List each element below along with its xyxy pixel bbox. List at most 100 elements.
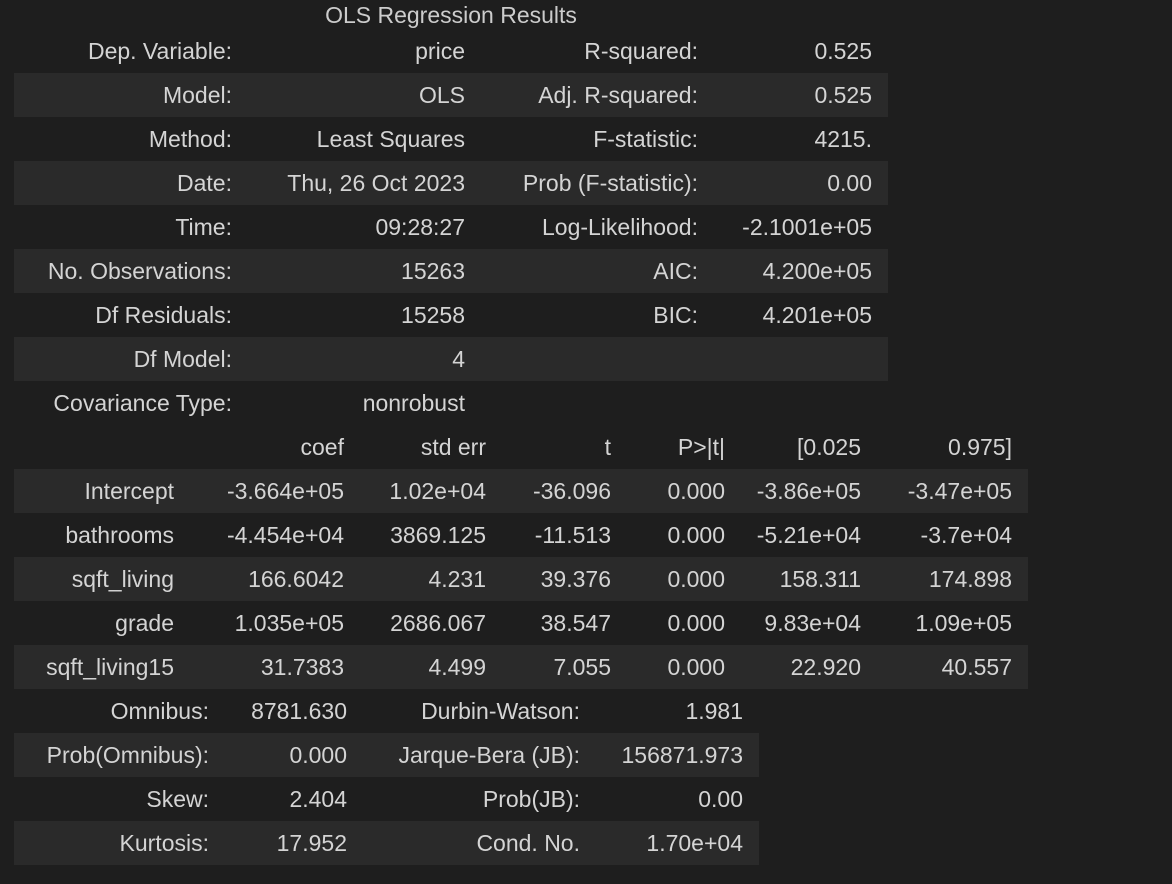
diagnostics-value: 0.000 <box>289 741 347 768</box>
diagnostics-label: Cond. No. <box>476 829 580 856</box>
diagnostics-row: Omnibus: 8781.630 Durbin-Watson: 1.981 <box>14 689 759 733</box>
coef-value: -4.454e+04 <box>226 521 344 548</box>
summary-value: Least Squares <box>316 125 465 152</box>
coef-variable-name: sqft_living <box>71 565 174 592</box>
summary-label: Date: <box>177 169 232 196</box>
diagnostics-value: 156871.973 <box>621 741 743 768</box>
summary-row: Dep. Variable: price R-squared: 0.525 <box>14 29 888 73</box>
coef-column-header: [0.025 <box>797 433 861 460</box>
summary-label: Time: <box>175 213 232 240</box>
coef-value: 1.035e+05 <box>234 609 344 636</box>
summary-value: price <box>415 37 465 64</box>
diagnostics-value: 1.981 <box>685 697 743 724</box>
summary-label: Log-Likelihood: <box>541 213 698 240</box>
diagnostics-label: Durbin-Watson: <box>421 697 580 724</box>
summary-row: Covariance Type: nonrobust <box>14 381 888 425</box>
summary-value <box>714 381 888 425</box>
summary-value: 0.525 <box>814 37 872 64</box>
diagnostics-row: Prob(Omnibus): 0.000 Jarque-Bera (JB): 1568… <box>14 733 759 777</box>
coef-value: -11.513 <box>534 521 611 548</box>
coef-value: 0.000 <box>667 521 725 548</box>
coef-value: -5.21e+04 <box>756 521 861 548</box>
summary-value: 4 <box>452 345 465 372</box>
coef-value: 0.000 <box>667 653 725 680</box>
summary-value: 15263 <box>401 257 465 284</box>
summary-label <box>481 337 714 381</box>
summary-value: 09:28:27 <box>375 213 465 240</box>
diagnostics-label: Omnibus: <box>110 697 209 724</box>
coef-value: 38.547 <box>540 609 611 636</box>
coef-value: 158.311 <box>779 565 861 592</box>
diagnostics-value: 0.00 <box>698 785 743 812</box>
summary-label: Df Residuals: <box>95 301 232 328</box>
summary-label: F-statistic: <box>593 125 698 152</box>
diagnostics-row: Skew: 2.404 Prob(JB): 0.00 <box>14 777 759 821</box>
coef-variable-name: bathrooms <box>65 521 174 548</box>
summary-value: 4.200e+05 <box>762 257 872 284</box>
coef-value: 166.6042 <box>248 565 344 592</box>
diagnostics-table: Omnibus: 8781.630 Durbin-Watson: 1.981 Prob(… <box>14 689 759 865</box>
coef-row: sqft_living 166.6042 4.231 39.376 0.000 158.3… <box>14 557 1028 601</box>
coef-value: -3.7e+04 <box>920 521 1012 548</box>
coef-value: 174.898 <box>928 565 1012 592</box>
summary-value: 4215. <box>814 125 872 152</box>
coef-value: 2686.067 <box>390 609 486 636</box>
summary-row: Method: Least Squares F-statistic: 4215. <box>14 117 888 161</box>
summary-label: No. Observations: <box>47 257 232 284</box>
summary-label: Adj. R-squared: <box>538 81 698 108</box>
coef-variable-name: Intercept <box>84 477 175 504</box>
coef-value: -3.664e+05 <box>226 477 344 504</box>
summary-label: AIC: <box>653 257 698 284</box>
summary-value: Thu, 26 Oct 2023 <box>287 169 465 196</box>
coef-row: sqft_living15 31.7383 4.499 7.055 0.000 22.92… <box>14 645 1028 689</box>
coef-value: 0.000 <box>667 565 725 592</box>
coefficients-table: coef std err t P>|t| [0.025 0.975] Intercept -… <box>14 425 1028 689</box>
coef-value: 4.231 <box>428 565 486 592</box>
summary-row: Model: OLS Adj. R-squared: 0.525 <box>14 73 888 117</box>
summary-value: 15258 <box>401 301 465 328</box>
coef-variable-name: sqft_living15 <box>46 653 174 680</box>
summary-label: Dep. Variable: <box>87 37 232 64</box>
results-title: OLS Regression Results <box>325 2 577 28</box>
summary-label: BIC: <box>653 301 698 328</box>
summary-row: Df Residuals: 15258 BIC: 4.201e+05 <box>14 293 888 337</box>
summary-value: 0.00 <box>827 169 872 196</box>
summary-value: nonrobust <box>362 389 465 416</box>
coef-column-header: std err <box>420 433 486 460</box>
diagnostics-label: Prob(Omnibus): <box>46 741 209 768</box>
coef-variable-name: grade <box>115 609 174 636</box>
coef-value: -3.86e+05 <box>756 477 861 504</box>
diagnostics-value: 2.404 <box>289 785 347 812</box>
diagnostics-label: Jarque-Bera (JB): <box>398 741 580 768</box>
summary-label <box>481 381 714 425</box>
summary-row: Date: Thu, 26 Oct 2023 Prob (F-statistic):… <box>14 161 888 205</box>
summary-label: Prob (F-statistic): <box>522 169 698 196</box>
coef-column-header: t <box>604 433 611 460</box>
summary-label: Covariance Type: <box>53 389 232 416</box>
coef-value: 4.499 <box>428 653 486 680</box>
coef-row: grade 1.035e+05 2686.067 38.547 0.000 9.83e+0… <box>14 601 1028 645</box>
coef-value: 1.02e+04 <box>389 477 486 504</box>
summary-label: Model: <box>162 81 232 108</box>
coef-value: 40.557 <box>941 653 1012 680</box>
summary-value: -2.1001e+05 <box>742 213 872 240</box>
coef-value: 9.83e+04 <box>764 609 861 636</box>
summary-value: 0.525 <box>814 81 872 108</box>
coef-value: 1.09e+05 <box>915 609 1012 636</box>
diagnostics-label: Prob(JB): <box>482 785 580 812</box>
diagnostics-row: Kurtosis: 17.952 Cond. No. 1.70e+04 <box>14 821 759 865</box>
coef-column-header <box>14 425 190 469</box>
summary-label: Df Model: <box>133 345 232 372</box>
diagnostics-value: 1.70e+04 <box>646 829 743 856</box>
diagnostics-label: Kurtosis: <box>119 829 209 856</box>
coef-value: -3.47e+05 <box>907 477 1012 504</box>
coef-value: -36.096 <box>532 477 611 504</box>
coef-value: 7.055 <box>553 653 611 680</box>
summary-row: Time: 09:28:27 Log-Likelihood: -2.1001e+05 <box>14 205 888 249</box>
summary-value <box>714 337 888 381</box>
summary-value: OLS <box>418 81 465 108</box>
coef-row: bathrooms -4.454e+04 3869.125 -11.513 0.000 -… <box>14 513 1028 557</box>
summary-row: No. Observations: 15263 AIC: 4.200e+05 <box>14 249 888 293</box>
diagnostics-label: Skew: <box>146 785 209 812</box>
summary-label: Method: <box>148 125 232 152</box>
